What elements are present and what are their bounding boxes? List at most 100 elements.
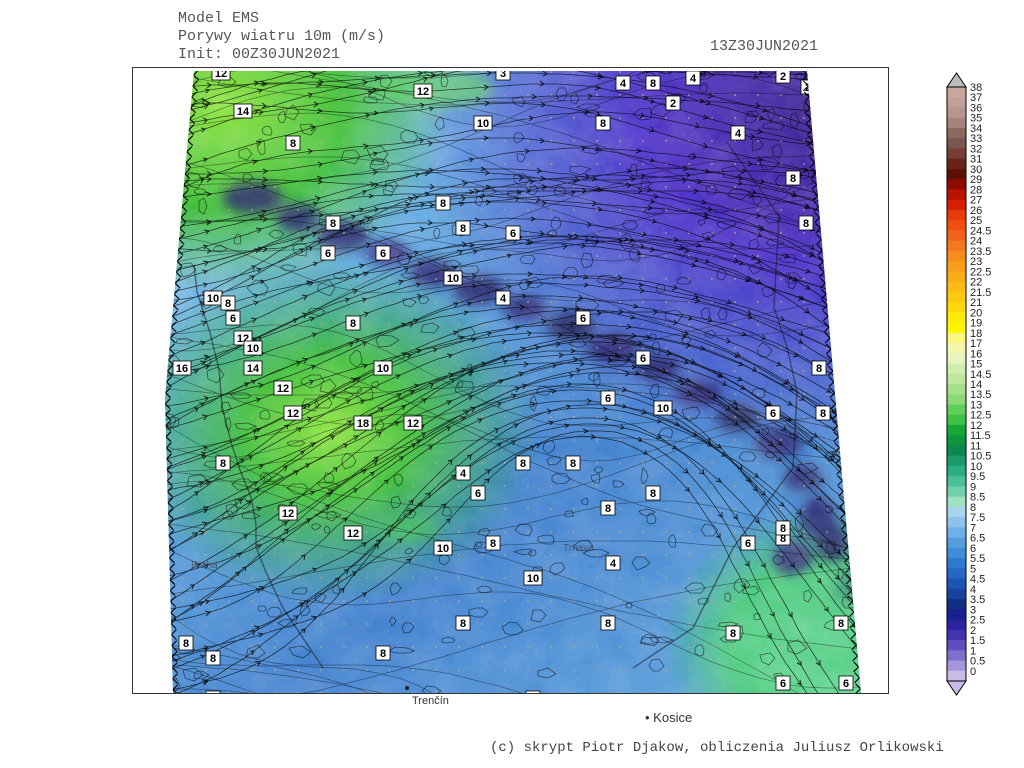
svg-text:13: 13 bbox=[970, 400, 982, 412]
svg-text:8: 8 bbox=[440, 198, 446, 210]
svg-text:4: 4 bbox=[735, 128, 742, 140]
svg-text:11: 11 bbox=[970, 440, 981, 452]
svg-text:4: 4 bbox=[610, 558, 617, 570]
svg-text:6: 6 bbox=[640, 353, 646, 365]
svg-text:12: 12 bbox=[407, 418, 419, 430]
svg-text:4: 4 bbox=[620, 78, 627, 90]
svg-text:23: 23 bbox=[970, 256, 982, 268]
svg-text:8: 8 bbox=[650, 488, 656, 500]
svg-text:12: 12 bbox=[287, 408, 299, 420]
svg-text:8: 8 bbox=[790, 173, 796, 185]
svg-text:21: 21 bbox=[970, 297, 982, 309]
svg-text:11.5: 11.5 bbox=[970, 430, 991, 442]
svg-text:6: 6 bbox=[380, 248, 386, 260]
svg-text:8: 8 bbox=[520, 458, 526, 470]
svg-text:31: 31 bbox=[970, 154, 982, 166]
svg-text:6: 6 bbox=[510, 228, 516, 240]
svg-text:8: 8 bbox=[970, 502, 976, 514]
svg-text:14: 14 bbox=[970, 379, 982, 391]
svg-text:21.5: 21.5 bbox=[970, 287, 991, 299]
svg-text:13.5: 13.5 bbox=[970, 389, 991, 401]
svg-text:12: 12 bbox=[282, 508, 294, 520]
svg-text:20: 20 bbox=[970, 307, 982, 319]
svg-text:9.5: 9.5 bbox=[970, 471, 985, 483]
svg-text:8: 8 bbox=[730, 628, 736, 640]
svg-text:Praha: Praha bbox=[191, 560, 218, 571]
svg-text:8: 8 bbox=[780, 523, 786, 535]
svg-text:12: 12 bbox=[417, 86, 429, 98]
svg-text:0.5: 0.5 bbox=[970, 656, 985, 668]
svg-text:8: 8 bbox=[225, 298, 231, 310]
svg-text:16: 16 bbox=[176, 363, 188, 375]
svg-text:35: 35 bbox=[970, 113, 982, 125]
svg-text:6: 6 bbox=[780, 678, 786, 690]
svg-text:2: 2 bbox=[970, 625, 976, 637]
svg-text:27: 27 bbox=[970, 195, 982, 207]
svg-text:34: 34 bbox=[970, 123, 982, 135]
svg-text:3: 3 bbox=[500, 68, 506, 80]
svg-text:6: 6 bbox=[475, 488, 481, 500]
svg-text:8: 8 bbox=[330, 218, 336, 230]
svg-text:10: 10 bbox=[447, 273, 459, 285]
svg-text:4: 4 bbox=[970, 584, 976, 596]
svg-text:12: 12 bbox=[277, 383, 289, 395]
svg-text:10: 10 bbox=[527, 573, 539, 585]
svg-text:23.5: 23.5 bbox=[970, 246, 991, 258]
svg-text:8: 8 bbox=[183, 638, 189, 650]
svg-text:10: 10 bbox=[970, 461, 982, 473]
svg-text:24.5: 24.5 bbox=[970, 225, 991, 237]
svg-text:33: 33 bbox=[970, 133, 982, 145]
svg-text:2: 2 bbox=[780, 71, 786, 83]
svg-text:6: 6 bbox=[745, 538, 751, 550]
svg-text:29: 29 bbox=[970, 174, 982, 186]
svg-text:10: 10 bbox=[477, 118, 489, 130]
svg-text:2.5: 2.5 bbox=[970, 615, 985, 627]
svg-text:5: 5 bbox=[970, 563, 976, 575]
svg-text:8: 8 bbox=[650, 78, 656, 90]
svg-text:2: 2 bbox=[670, 98, 676, 110]
svg-text:6: 6 bbox=[230, 313, 236, 325]
svg-text:8: 8 bbox=[838, 618, 844, 630]
svg-text:8: 8 bbox=[380, 648, 386, 660]
svg-text:1.5: 1.5 bbox=[970, 635, 985, 647]
svg-text:Trnava: Trnava bbox=[563, 543, 594, 554]
svg-text:5.5: 5.5 bbox=[970, 553, 985, 565]
svg-text:14.5: 14.5 bbox=[970, 369, 991, 381]
svg-text:18: 18 bbox=[357, 418, 369, 430]
svg-text:8: 8 bbox=[605, 503, 611, 515]
svg-text:16: 16 bbox=[970, 348, 982, 360]
svg-text:17: 17 bbox=[970, 338, 982, 350]
svg-text:10.5: 10.5 bbox=[970, 451, 991, 463]
svg-text:0: 0 bbox=[970, 666, 976, 678]
svg-text:6.5: 6.5 bbox=[970, 533, 985, 545]
svg-text:14: 14 bbox=[247, 363, 260, 375]
svg-text:15: 15 bbox=[970, 359, 982, 371]
svg-text:28: 28 bbox=[970, 184, 982, 196]
svg-text:8: 8 bbox=[600, 118, 606, 130]
svg-text:18: 18 bbox=[970, 328, 982, 340]
svg-text:10: 10 bbox=[207, 293, 219, 305]
svg-text:6: 6 bbox=[605, 393, 611, 405]
svg-text:10: 10 bbox=[247, 343, 259, 355]
svg-text:22.5: 22.5 bbox=[970, 266, 991, 278]
svg-text:8: 8 bbox=[220, 458, 226, 470]
svg-text:4: 4 bbox=[500, 293, 507, 305]
svg-text:8.5: 8.5 bbox=[970, 492, 985, 504]
svg-text:6: 6 bbox=[325, 248, 331, 260]
svg-text:9: 9 bbox=[970, 481, 976, 493]
svg-text:8: 8 bbox=[816, 363, 822, 375]
svg-text:12: 12 bbox=[970, 420, 982, 432]
svg-text:36: 36 bbox=[970, 103, 982, 115]
svg-text:12: 12 bbox=[215, 68, 227, 80]
svg-text:4: 4 bbox=[690, 73, 697, 85]
svg-text:10: 10 bbox=[377, 363, 389, 375]
svg-text:8: 8 bbox=[820, 408, 826, 420]
svg-text:12: 12 bbox=[347, 528, 359, 540]
svg-text:32: 32 bbox=[970, 143, 982, 155]
svg-text:8: 8 bbox=[803, 218, 809, 230]
svg-text:6: 6 bbox=[843, 678, 849, 690]
svg-text:8: 8 bbox=[210, 653, 216, 665]
svg-text:10: 10 bbox=[437, 543, 449, 555]
svg-text:38: 38 bbox=[970, 82, 982, 94]
svg-text:7.5: 7.5 bbox=[970, 512, 985, 524]
